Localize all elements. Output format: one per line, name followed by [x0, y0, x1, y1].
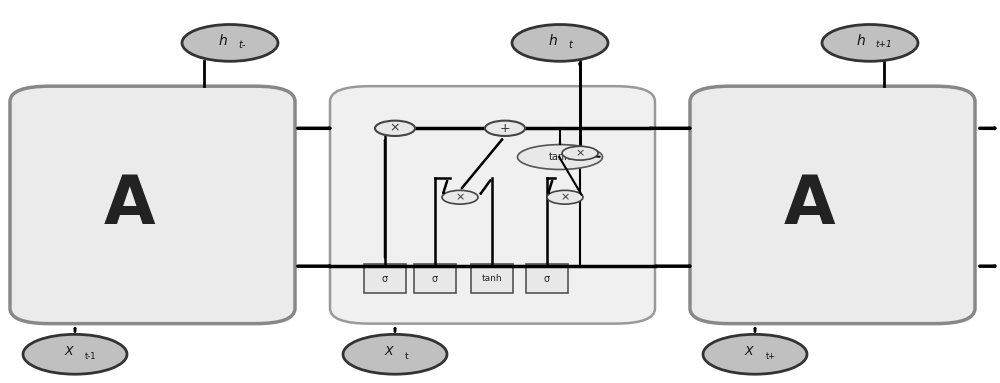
Circle shape — [208, 215, 240, 228]
Circle shape — [343, 334, 447, 374]
FancyBboxPatch shape — [754, 287, 786, 308]
Circle shape — [182, 25, 278, 61]
FancyBboxPatch shape — [22, 287, 54, 308]
Text: σ: σ — [432, 273, 438, 284]
Text: +: + — [500, 122, 510, 135]
Text: h: h — [548, 34, 557, 48]
Text: ×: × — [390, 122, 400, 135]
Circle shape — [888, 215, 920, 228]
Text: σ: σ — [87, 293, 92, 302]
Text: tanh: tanh — [135, 293, 153, 302]
Ellipse shape — [857, 170, 922, 193]
Text: t-1: t-1 — [85, 352, 97, 361]
FancyBboxPatch shape — [702, 287, 734, 308]
Circle shape — [375, 121, 415, 136]
Text: X: X — [64, 345, 73, 358]
Ellipse shape — [518, 145, 602, 169]
Text: t: t — [405, 352, 409, 361]
Circle shape — [23, 334, 127, 374]
Text: σ: σ — [767, 293, 772, 302]
Text: ×: × — [455, 192, 465, 202]
Text: t+: t+ — [766, 352, 776, 361]
Text: σ: σ — [36, 293, 41, 302]
Text: h: h — [218, 34, 227, 48]
Text: t-: t- — [238, 40, 246, 50]
FancyBboxPatch shape — [364, 264, 406, 293]
Text: t+1: t+1 — [876, 40, 892, 49]
Circle shape — [37, 144, 69, 156]
Text: σ: σ — [544, 273, 550, 284]
FancyBboxPatch shape — [526, 264, 568, 293]
Circle shape — [512, 25, 608, 61]
Text: ×: × — [560, 192, 570, 202]
FancyBboxPatch shape — [10, 86, 295, 324]
Text: σ: σ — [716, 293, 721, 302]
Text: h: h — [856, 34, 865, 48]
Text: tanh: tanh — [815, 293, 833, 302]
FancyBboxPatch shape — [74, 287, 106, 308]
Text: tanh: tanh — [549, 152, 571, 162]
Circle shape — [485, 121, 525, 136]
FancyBboxPatch shape — [128, 287, 160, 308]
Text: A: A — [104, 172, 156, 238]
Text: X: X — [384, 345, 393, 358]
Circle shape — [547, 190, 583, 204]
Circle shape — [562, 146, 598, 160]
Circle shape — [703, 334, 807, 374]
Text: ×: × — [575, 148, 585, 158]
Circle shape — [151, 144, 183, 156]
FancyBboxPatch shape — [808, 287, 840, 308]
FancyBboxPatch shape — [690, 86, 975, 324]
FancyBboxPatch shape — [471, 264, 513, 293]
Text: tanh: tanh — [482, 274, 502, 283]
Text: σ: σ — [382, 273, 388, 284]
Ellipse shape — [177, 170, 242, 193]
FancyBboxPatch shape — [414, 264, 456, 293]
FancyBboxPatch shape — [330, 86, 655, 324]
Text: t: t — [568, 40, 572, 50]
Text: X: X — [744, 345, 753, 358]
Circle shape — [822, 25, 918, 61]
Circle shape — [717, 144, 749, 156]
Text: A: A — [784, 172, 836, 238]
Circle shape — [831, 144, 863, 156]
Circle shape — [442, 190, 478, 204]
